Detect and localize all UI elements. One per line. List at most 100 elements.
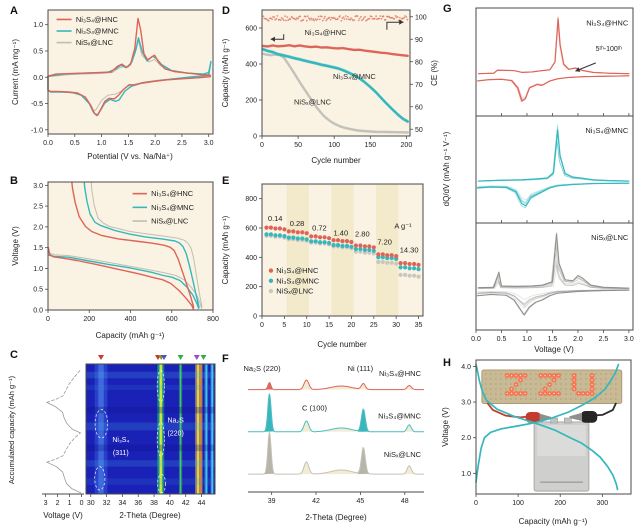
svg-text:Accumulated capacity (mAh g⁻¹): Accumulated capacity (mAh g⁻¹) (7, 375, 16, 484)
svg-text:4.0: 4.0 (461, 364, 471, 371)
svg-text:0: 0 (80, 500, 84, 507)
svg-text:NiSₓ@LNC: NiSₓ@LNC (76, 38, 114, 47)
panel-e-label: E (222, 175, 230, 187)
svg-text:30: 30 (392, 322, 400, 329)
svg-text:0: 0 (260, 322, 264, 329)
svg-text:2.80: 2.80 (355, 229, 370, 238)
svg-text:A g⁻¹: A g⁻¹ (394, 221, 412, 230)
svg-text:2.5: 2.5 (599, 336, 609, 343)
svg-text:100: 100 (415, 14, 427, 21)
svg-text:14.30: 14.30 (400, 246, 419, 255)
svg-text:Voltage (V): Voltage (V) (534, 345, 574, 354)
svg-text:50: 50 (415, 127, 423, 134)
svg-text:Ni₃S₄@HNC: Ni₃S₄@HNC (586, 18, 629, 27)
panel-a: Ni₃S₄@HNC Ni₃S₄@MNC NiSₓ@LNC 0.0 0.5 1.0 1.5 2.… (8, 2, 221, 175)
panel-f: Na₂S (220) Ni (111) Ni₃S₄@HNC C (100) Ni₃S₄@… (218, 350, 441, 532)
svg-text:0: 0 (46, 316, 50, 323)
svg-text:3.0: 3.0 (461, 400, 471, 407)
panel-h: 0 100 200 300 1.0 2.0 3.0 4.0 Voltage (V) Capacit… (440, 354, 639, 532)
svg-text:60: 60 (415, 104, 423, 111)
panel-g: Ni₃S₄@HNC 5ᵗʰ-100ᵗʰ Ni₃S₄@MNC NiSₓ@LNC 0.0 0.… (440, 0, 639, 359)
chart-d: Ni₃S₄@HNC Ni₃S₄@MNC NiSₓ@LNC 0 50 100 150 200 0 2… (221, 9, 439, 165)
svg-text:1.5: 1.5 (123, 140, 133, 147)
svg-text:Na₂S (220): Na₂S (220) (244, 364, 282, 373)
svg-text:50: 50 (294, 142, 302, 149)
svg-text:39: 39 (268, 498, 276, 505)
svg-text:48: 48 (401, 498, 409, 505)
svg-text:Ni₃S₄@MNC: Ni₃S₄@MNC (276, 276, 319, 285)
svg-text:2.5: 2.5 (33, 204, 43, 211)
svg-text:0: 0 (253, 314, 257, 321)
svg-text:100: 100 (328, 142, 340, 149)
svg-text:400: 400 (125, 316, 137, 323)
svg-text:2.0: 2.0 (33, 224, 43, 231)
svg-text:40: 40 (166, 500, 174, 507)
svg-text:NiSₓ@LNC: NiSₓ@LNC (384, 450, 422, 459)
svg-text:Potential (V vs. Na/Na⁺): Potential (V vs. Na/Na⁺) (87, 152, 173, 161)
svg-text:800: 800 (245, 196, 257, 203)
svg-text:45: 45 (357, 498, 365, 505)
svg-text:0.5: 0.5 (33, 287, 43, 294)
svg-text:3.0: 3.0 (33, 183, 43, 190)
svg-text:0.0: 0.0 (33, 308, 43, 315)
svg-text:300: 300 (597, 500, 609, 507)
svg-text:C (100): C (100) (302, 404, 328, 413)
svg-text:32: 32 (103, 500, 111, 507)
svg-text:34: 34 (119, 500, 127, 507)
svg-text:NiSₓ@LNC: NiSₓ@LNC (294, 98, 332, 107)
svg-text:-0.5: -0.5 (31, 101, 43, 108)
chart-f: Na₂S (220) Ni (111) Ni₃S₄@HNC C (100) Ni₃S₄@… (244, 364, 424, 522)
svg-text:10: 10 (303, 322, 311, 329)
svg-text:30: 30 (87, 500, 95, 507)
svg-text:0.5: 0.5 (70, 140, 80, 147)
svg-text:42: 42 (312, 498, 320, 505)
svg-text:0.0: 0.0 (43, 140, 53, 147)
svg-text:CE (%): CE (%) (430, 60, 439, 86)
svg-text:Capacity (mAh g⁻¹): Capacity (mAh g⁻¹) (96, 331, 165, 340)
svg-text:Ni₃S₄@MNC: Ni₃S₄@MNC (76, 27, 119, 36)
svg-text:Capacity (mAh g⁻¹): Capacity (mAh g⁻¹) (221, 215, 230, 284)
svg-text:1: 1 (68, 500, 72, 507)
svg-text:Capacity (mAh g⁻¹): Capacity (mAh g⁻¹) (221, 38, 230, 107)
svg-text:1.0: 1.0 (33, 22, 43, 29)
panel-b: Ni₃S₄@HNC Ni₃S₄@MNC NiSₓ@LNC 0 200 400 600 800 0… (8, 172, 221, 351)
svg-text:7.20: 7.20 (377, 237, 392, 246)
svg-text:25: 25 (370, 322, 378, 329)
panel-c: 3 2 1 0 Ni₃S₄ (311) Na₂S (220) 30 32 34 36 38 40 42 44 A… (6, 346, 221, 532)
svg-text:0.0: 0.0 (33, 75, 43, 82)
svg-text:42: 42 (182, 500, 190, 507)
svg-text:Ni₃S₄@HNC: Ni₃S₄@HNC (276, 266, 319, 275)
chart-a: Ni₃S₄@HNC Ni₃S₄@MNC NiSₓ@LNC 0.0 0.5 1.0 1.5 2.… (11, 9, 214, 161)
svg-text:200: 200 (245, 98, 257, 105)
svg-text:NiSₓ@LNC: NiSₓ@LNC (151, 217, 189, 226)
panel-f-label: F (222, 353, 229, 365)
svg-text:Ni₃S₄@HNC: Ni₃S₄@HNC (76, 15, 119, 24)
svg-text:2-Theta (Degree): 2-Theta (Degree) (119, 511, 181, 520)
svg-text:100: 100 (512, 500, 524, 507)
svg-text:1.5: 1.5 (548, 336, 558, 343)
svg-text:-1.0: -1.0 (31, 127, 43, 134)
svg-text:Voltage (V): Voltage (V) (441, 407, 450, 447)
panel-d: Ni₃S₄@HNC Ni₃S₄@MNC NiSₓ@LNC 0 50 100 150 200 0 2… (218, 2, 441, 175)
svg-text:400: 400 (245, 255, 257, 262)
svg-text:1.0: 1.0 (522, 336, 532, 343)
panel-h-label: H (443, 357, 451, 369)
chart-g: Ni₃S₄@HNC 5ᵗʰ-100ᵗʰ Ni₃S₄@MNC NiSₓ@LNC 0.0 0.… (442, 7, 634, 354)
svg-text:2.0: 2.0 (573, 336, 583, 343)
svg-text:3.0: 3.0 (624, 336, 634, 343)
svg-text:Ni₃S₄@HNC: Ni₃S₄@HNC (304, 28, 347, 37)
svg-text:0: 0 (260, 142, 264, 149)
svg-text:Capacity (mAh g⁻¹): Capacity (mAh g⁻¹) (519, 517, 588, 526)
svg-text:2.0: 2.0 (150, 140, 160, 147)
svg-text:Ni₃S₄@HNC: Ni₃S₄@HNC (379, 369, 422, 378)
svg-text:Ni₃S₄@MNC: Ni₃S₄@MNC (585, 126, 628, 135)
panel-g-label: G (443, 3, 452, 15)
svg-text:0: 0 (253, 134, 257, 141)
svg-text:0.5: 0.5 (33, 48, 43, 55)
svg-text:200: 200 (401, 142, 413, 149)
svg-text:35: 35 (415, 322, 423, 329)
svg-text:5ᵗʰ-100ᵗʰ: 5ᵗʰ-100ᵗʰ (596, 46, 623, 53)
